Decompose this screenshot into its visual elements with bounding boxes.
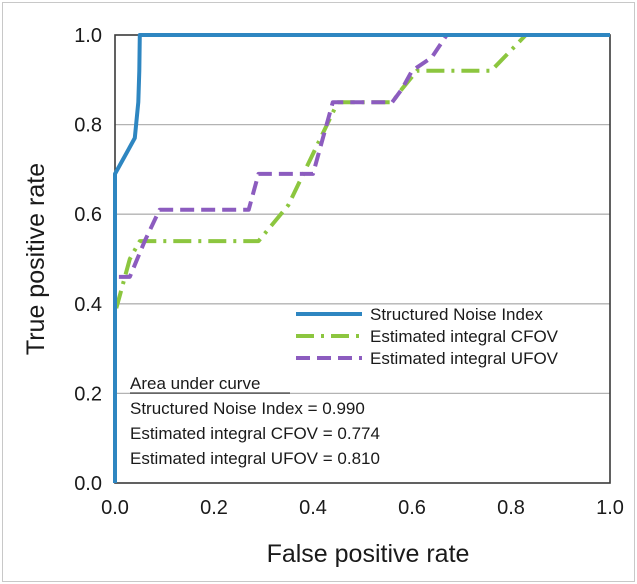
auc-heading: Area under curve	[130, 374, 260, 393]
x-tick-label: 0.4	[299, 497, 327, 519]
x-tick-label: 0.6	[398, 497, 426, 519]
tick-labels: 0.0 0.2 0.4 0.6 0.8 1.0 0.0 0.2 0.4 0.6 0.8 1.0	[74, 25, 624, 519]
y-tick-label: 0.0	[74, 473, 102, 495]
legend-label-estimated-integral-cfov: Estimated integral CFOV	[370, 327, 559, 346]
auc-value-estimated-integral-cfov: Estimated integral CFOV = 0.774	[130, 424, 380, 443]
auc-value-estimated-integral-ufov: Estimated integral UFOV = 0.810	[130, 449, 380, 468]
y-tick-label: 1.0	[74, 25, 102, 47]
x-tick-label: 0.0	[101, 497, 129, 519]
auc-annotation: Area under curve Structured Noise Index …	[130, 374, 380, 468]
y-axis-label: True positive rate	[22, 163, 50, 355]
legend-label-estimated-integral-ufov: Estimated integral UFOV	[370, 349, 559, 368]
legend: Structured Noise Index Estimated integra…	[296, 305, 559, 368]
y-tick-label: 0.6	[74, 204, 102, 226]
x-tick-label: 1.0	[596, 497, 624, 519]
x-tick-label: 0.2	[200, 497, 228, 519]
x-tick-label: 0.8	[497, 497, 525, 519]
y-tick-label: 0.2	[74, 383, 102, 405]
x-axis-label: False positive rate	[267, 540, 470, 568]
y-tick-label: 0.8	[74, 115, 102, 137]
y-tick-label: 0.4	[74, 294, 102, 316]
auc-value-structured-noise-index: Structured Noise Index = 0.990	[130, 399, 365, 418]
legend-label-structured-noise-index: Structured Noise Index	[370, 305, 543, 324]
